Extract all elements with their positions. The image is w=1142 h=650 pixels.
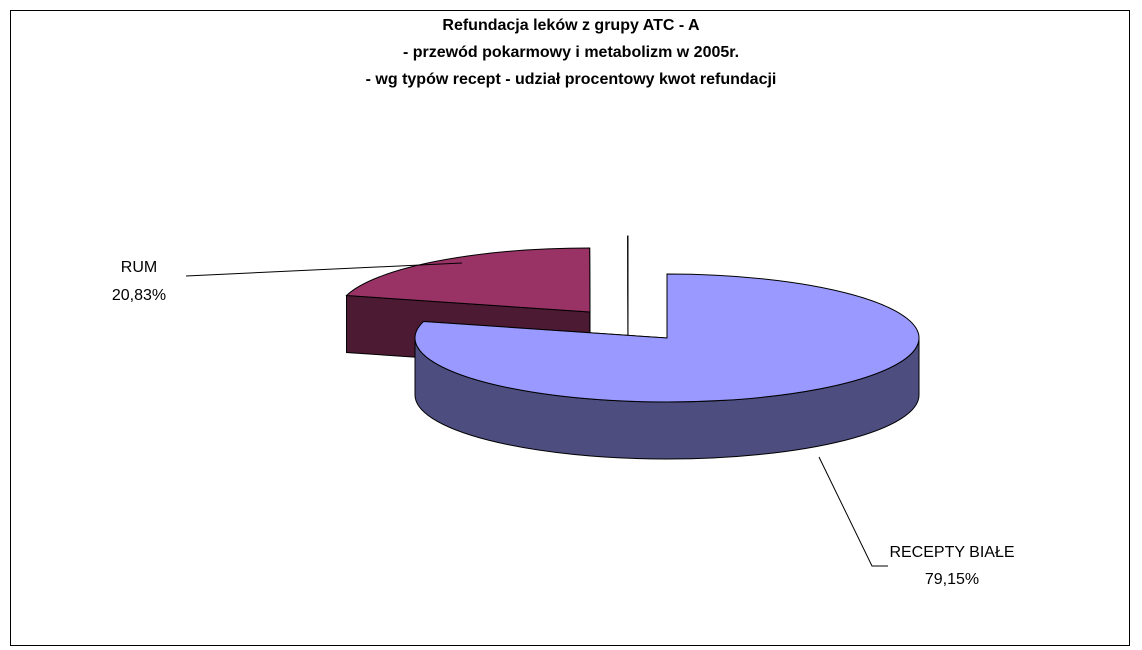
slice-label-recepty-biale-value: 79,15% (925, 571, 979, 588)
labels-layer: RUM 20,83% RECEPTY BIAŁE 79,15% (112, 259, 1015, 588)
chart-title-line-3: - wg typów recept - udział procentowy kw… (365, 71, 777, 88)
leader-line-recepty-biale (818, 456, 888, 567)
slice-label-rum-name: RUM (121, 259, 157, 276)
slices-layer (345, 235, 920, 460)
recepty-bia-e-top (414, 273, 920, 403)
chart-title-line-2: - przewód pokarmowy i metabolizm w 2005r… (402, 44, 740, 61)
rum-top (345, 247, 591, 313)
slice-label-recepty-biale-name: RECEPTY BIAŁE (889, 544, 1014, 561)
leader-line-rum (185, 262, 463, 277)
slice-label-rum-value: 20,83% (112, 287, 166, 304)
chart-title-line-1: Refundacja leków z grupy ATC - A (442, 17, 700, 34)
